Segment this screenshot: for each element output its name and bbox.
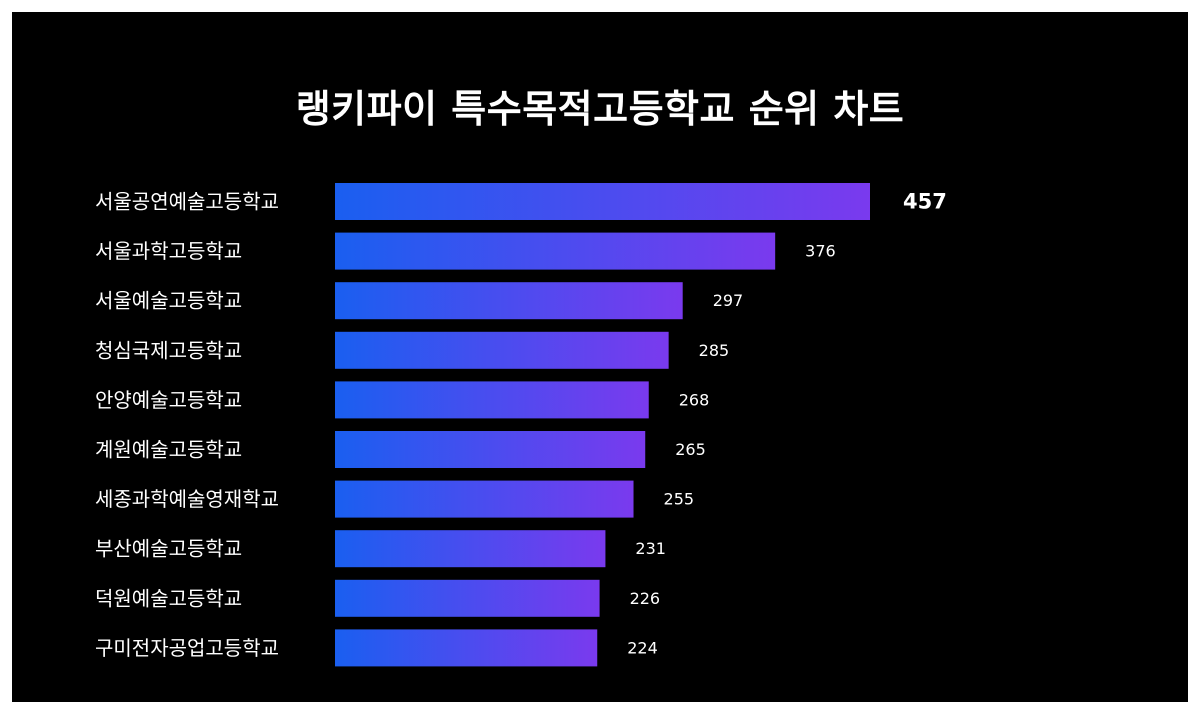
category-label: 구미전자공업고등학교 [95,636,279,660]
category-label: 안양예술고등학교 [95,388,242,412]
bars-group: 서울공연예술고등학교 457 서울과학고등학교 376 서울예술고등학교 297 청심국제고… [95,183,947,667]
bar [335,431,646,468]
category-label: 부산예술고등학교 [95,537,242,561]
value-label: 224 [627,638,658,657]
category-label: 서울예술고등학교 [95,289,242,313]
bar [335,232,776,270]
bar [335,530,606,568]
bar [335,629,598,667]
category-label: 청심국제고등학교 [95,338,242,362]
value-label: 231 [635,539,666,558]
value-label: 226 [630,589,661,608]
value-label: 265 [675,440,706,459]
value-label: 297 [713,291,744,310]
category-label: 세종과학예술영재학교 [95,487,279,511]
value-label: 268 [679,390,710,409]
bar [335,282,683,320]
bar [335,579,600,617]
category-label: 서울공연예술고등학교 [95,190,279,214]
bar [335,183,870,220]
bar [335,331,669,369]
category-label: 서울과학고등학교 [95,239,242,263]
category-label: 덕원예술고등학교 [95,586,242,610]
value-label: 255 [664,490,695,509]
value-label: 457 [903,190,947,214]
bar [335,480,634,518]
chart-title: 랭키파이 특수목적고등학교 순위 차트 [295,87,905,131]
value-label: 285 [699,341,730,360]
bar [335,381,649,419]
category-label: 계원예술고등학교 [95,438,242,462]
value-label: 376 [805,242,836,261]
